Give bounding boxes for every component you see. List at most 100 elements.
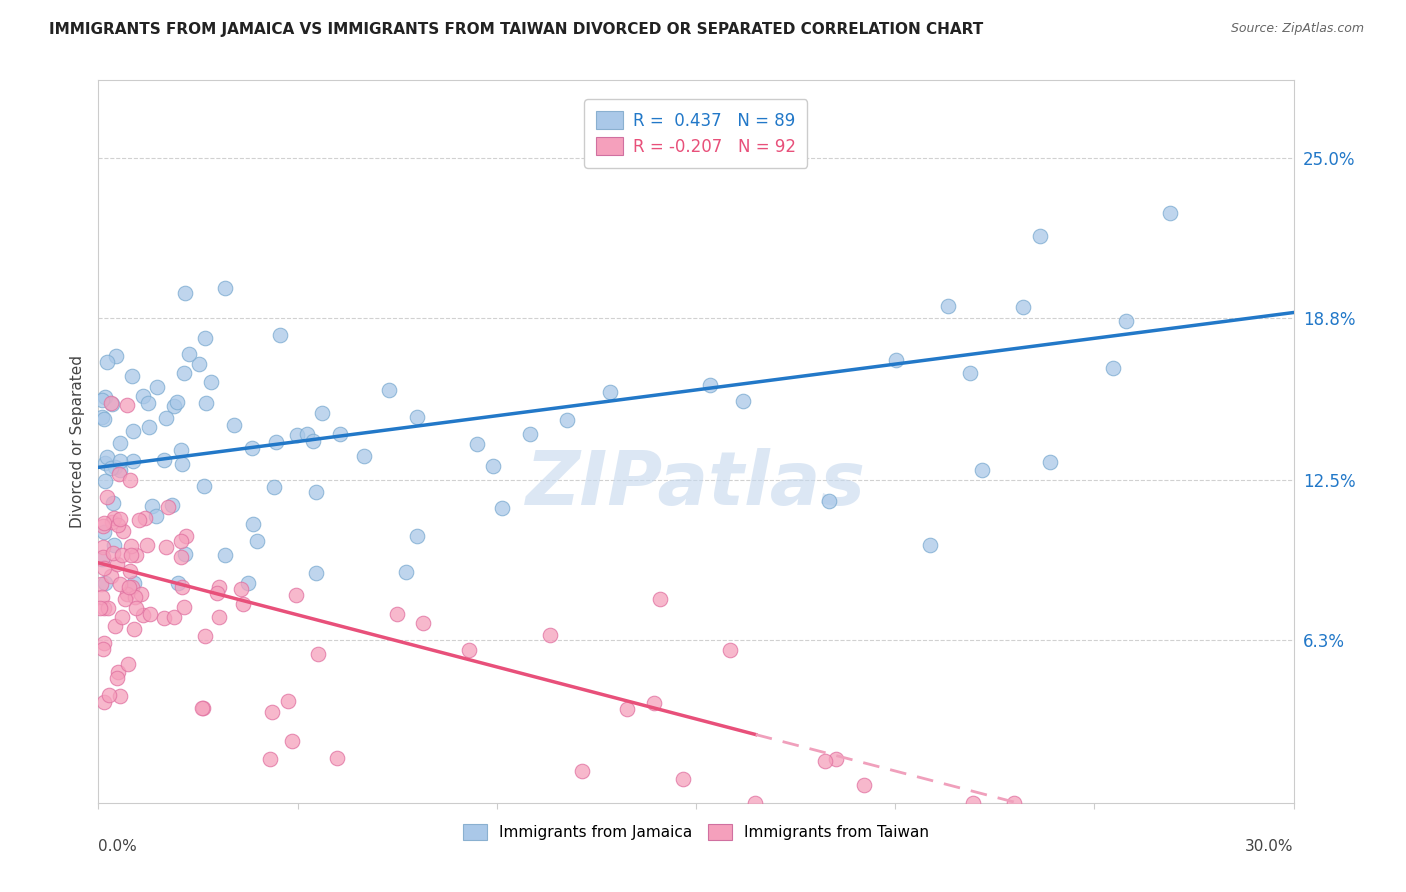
Point bbox=[465, 436, 488, 450]
Point bbox=[101, 397, 124, 411]
Point bbox=[93, 636, 115, 650]
Point bbox=[117, 587, 139, 601]
Point bbox=[214, 548, 236, 562]
Point bbox=[108, 512, 131, 526]
Point bbox=[395, 565, 418, 579]
Point bbox=[1039, 455, 1062, 469]
Point bbox=[222, 417, 245, 432]
Point bbox=[104, 460, 127, 475]
Point bbox=[174, 547, 197, 561]
Text: IMMIGRANTS FROM JAMAICA VS IMMIGRANTS FROM TAIWAN DIVORCED OR SEPARATED CORRELAT: IMMIGRANTS FROM JAMAICA VS IMMIGRANTS FR… bbox=[49, 22, 983, 37]
Point bbox=[538, 628, 561, 642]
Point bbox=[145, 508, 167, 523]
Point bbox=[814, 754, 837, 768]
Point bbox=[163, 609, 186, 624]
Point bbox=[170, 533, 193, 548]
Point bbox=[406, 409, 429, 424]
Text: 30.0%: 30.0% bbox=[1246, 838, 1294, 854]
Point bbox=[153, 611, 176, 625]
Point bbox=[112, 524, 135, 539]
Point bbox=[134, 511, 156, 525]
Point bbox=[124, 591, 146, 605]
Point bbox=[120, 549, 142, 563]
Point bbox=[125, 601, 148, 615]
Point bbox=[311, 406, 333, 420]
Point bbox=[825, 752, 848, 766]
Point bbox=[122, 576, 145, 591]
Point bbox=[1011, 300, 1033, 314]
Point bbox=[122, 454, 145, 468]
Point bbox=[103, 511, 125, 525]
Point bbox=[302, 434, 325, 448]
Point bbox=[385, 607, 408, 621]
Point bbox=[208, 610, 231, 624]
Point bbox=[1159, 206, 1181, 220]
Point bbox=[93, 695, 115, 709]
Point bbox=[103, 538, 125, 552]
Point bbox=[672, 772, 695, 787]
Point bbox=[108, 577, 131, 591]
Point bbox=[91, 392, 114, 407]
Point bbox=[121, 580, 143, 594]
Point bbox=[208, 580, 231, 594]
Point bbox=[114, 591, 136, 606]
Point bbox=[194, 331, 217, 345]
Point bbox=[94, 390, 117, 404]
Point bbox=[93, 601, 115, 615]
Point bbox=[96, 355, 118, 369]
Point bbox=[155, 541, 177, 555]
Point bbox=[93, 516, 115, 531]
Point bbox=[458, 642, 481, 657]
Point bbox=[277, 694, 299, 708]
Point bbox=[101, 546, 124, 560]
Text: 0.0%: 0.0% bbox=[98, 838, 138, 854]
Point bbox=[205, 586, 228, 600]
Point bbox=[491, 500, 513, 515]
Point bbox=[191, 701, 214, 715]
Point bbox=[305, 485, 328, 500]
Point bbox=[110, 462, 132, 476]
Point bbox=[93, 560, 115, 574]
Point bbox=[406, 529, 429, 543]
Point bbox=[94, 457, 117, 471]
Point bbox=[200, 376, 222, 390]
Point bbox=[167, 576, 190, 591]
Point bbox=[264, 435, 287, 450]
Point bbox=[129, 587, 152, 601]
Point bbox=[98, 688, 121, 702]
Point bbox=[107, 467, 129, 481]
Point bbox=[173, 285, 195, 300]
Point bbox=[91, 519, 114, 533]
Point bbox=[170, 457, 193, 471]
Point bbox=[100, 396, 122, 410]
Point bbox=[482, 459, 505, 474]
Point bbox=[96, 450, 118, 464]
Point bbox=[852, 778, 875, 792]
Point bbox=[111, 609, 134, 624]
Point bbox=[242, 441, 264, 455]
Point bbox=[117, 657, 139, 671]
Legend: Immigrants from Jamaica, Immigrants from Taiwan: Immigrants from Jamaica, Immigrants from… bbox=[453, 814, 939, 849]
Point bbox=[157, 500, 180, 515]
Point bbox=[91, 540, 114, 554]
Point bbox=[125, 548, 148, 562]
Point bbox=[285, 428, 308, 442]
Point bbox=[236, 576, 259, 591]
Point bbox=[172, 580, 194, 594]
Point bbox=[122, 622, 145, 636]
Point bbox=[107, 517, 129, 532]
Point bbox=[571, 764, 593, 778]
Point bbox=[97, 600, 120, 615]
Point bbox=[93, 412, 115, 426]
Point bbox=[177, 347, 200, 361]
Point bbox=[744, 796, 766, 810]
Point bbox=[136, 396, 159, 410]
Point bbox=[100, 461, 122, 475]
Point bbox=[96, 490, 118, 504]
Point bbox=[105, 557, 128, 571]
Point bbox=[326, 751, 349, 765]
Point bbox=[353, 449, 375, 463]
Point bbox=[163, 399, 186, 413]
Point bbox=[91, 590, 114, 604]
Point bbox=[555, 413, 578, 427]
